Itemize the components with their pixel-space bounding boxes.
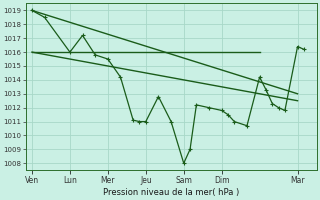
- X-axis label: Pression niveau de la mer( hPa ): Pression niveau de la mer( hPa ): [103, 188, 239, 197]
